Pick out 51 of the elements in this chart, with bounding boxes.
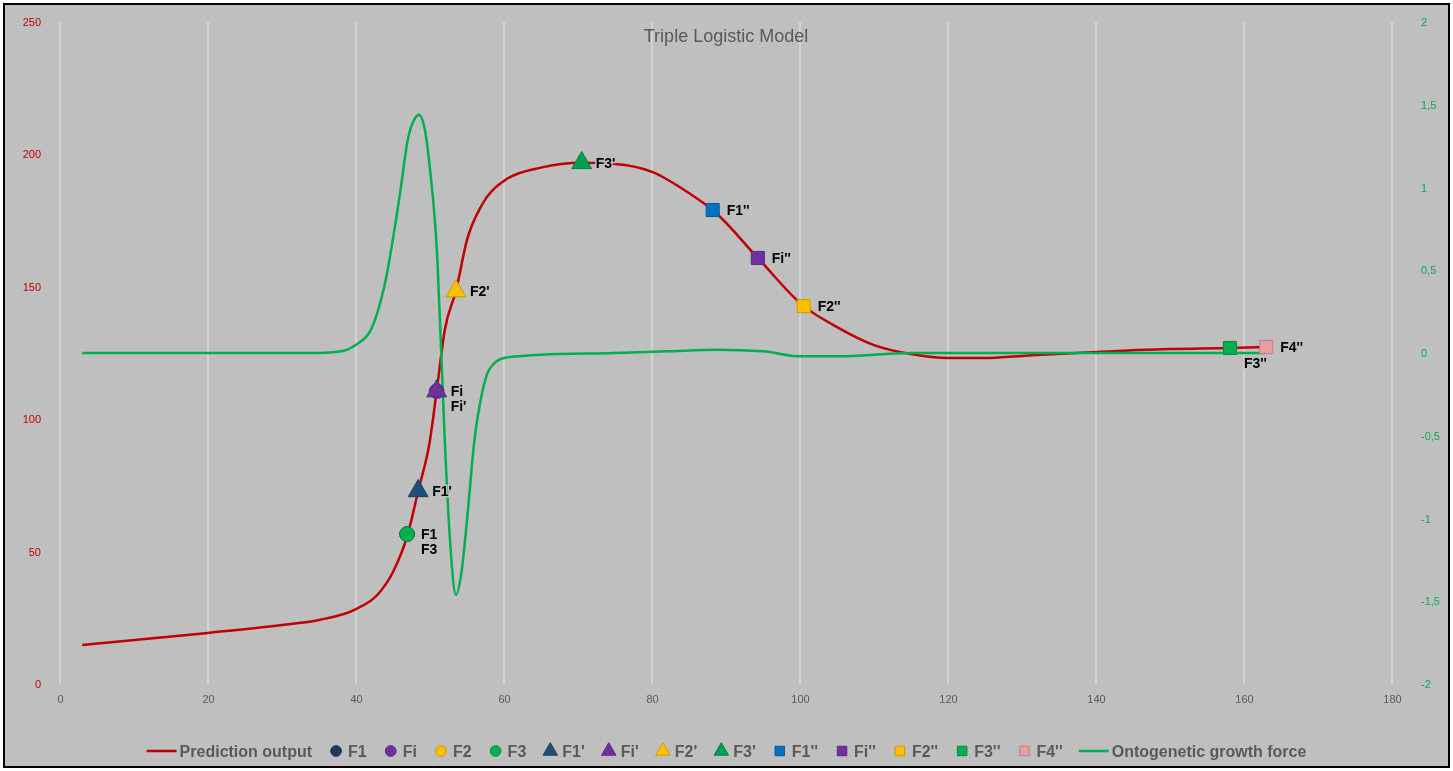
y2-tick-label: 0 xyxy=(1421,347,1428,360)
x-tick-label: 180 xyxy=(1383,692,1402,705)
legend-label: F1 xyxy=(348,743,367,760)
x-tick-label: 60 xyxy=(498,692,511,705)
y2-tick-label: 2 xyxy=(1421,16,1428,29)
text: F3'' xyxy=(1243,354,1267,371)
legend-label: F2 xyxy=(452,743,472,760)
x-tick-label: 40 xyxy=(350,692,363,705)
x-tick-label: 100 xyxy=(791,692,810,705)
y-tick-label: 250 xyxy=(22,16,41,29)
y-tick-label: 0 xyxy=(34,678,41,691)
legend-label: F3'' xyxy=(974,743,1001,760)
text: F3 xyxy=(421,541,438,558)
legend-label: F2' xyxy=(674,743,698,760)
x-tick-label: 80 xyxy=(646,692,659,705)
text: F2'' xyxy=(817,298,841,315)
x-tick-label: 0 xyxy=(57,692,64,705)
y-tick-label: 50 xyxy=(28,545,41,558)
y-tick-label: 150 xyxy=(22,280,41,293)
legend-label: F4'' xyxy=(1036,743,1063,760)
text: Fi xyxy=(450,383,464,400)
x-tick-label: 120 xyxy=(939,692,958,705)
legend-label: F3' xyxy=(733,743,756,760)
y2-tick-label: 1 xyxy=(1421,181,1428,194)
legend-label: Ontogenetic growth force xyxy=(1111,743,1307,760)
y2-tick-label: -1 xyxy=(1421,512,1431,525)
x-tick-label: 140 xyxy=(1087,692,1106,705)
chart-title: Triple Logistic Model xyxy=(643,26,809,46)
y-tick-label: 200 xyxy=(22,148,41,161)
legend-label: Prediction output xyxy=(179,743,313,760)
text: F1'' xyxy=(726,202,750,219)
y2-tick-label: -1,5 xyxy=(1421,595,1440,608)
y-tick-label: 100 xyxy=(22,413,41,426)
text: F4'' xyxy=(1280,338,1304,355)
x-tick-label: 20 xyxy=(202,692,215,705)
x-tick-label: 160 xyxy=(1235,692,1254,705)
y2-tick-label: -0,5 xyxy=(1421,429,1440,442)
y2-tick-label: 1,5 xyxy=(1421,98,1437,111)
legend-label: Fi xyxy=(402,743,417,760)
legend-label: Fi'' xyxy=(854,743,876,760)
text: F1 xyxy=(421,526,438,543)
legend-label: F1' xyxy=(562,743,585,760)
legend-label: Fi' xyxy=(620,743,639,760)
y2-tick-label: 0,5 xyxy=(1421,264,1437,277)
text: Fi'' xyxy=(771,249,791,266)
text: F2' xyxy=(469,283,490,300)
legend-label: F2'' xyxy=(911,743,939,760)
y2-tick-label: -2 xyxy=(1421,678,1431,691)
text: Fi' xyxy=(450,398,467,415)
legend-label: F1'' xyxy=(791,743,819,760)
legend-label: F3 xyxy=(507,743,527,760)
